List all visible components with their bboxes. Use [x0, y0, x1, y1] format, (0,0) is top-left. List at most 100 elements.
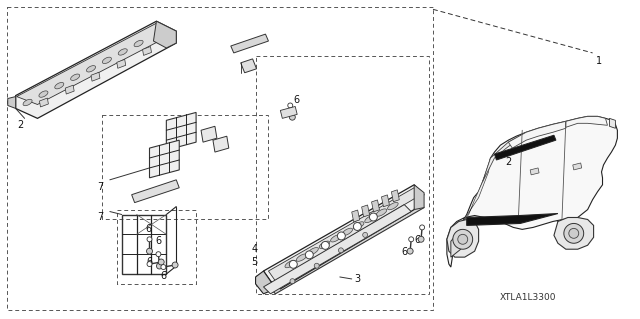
Circle shape — [156, 252, 161, 257]
Text: 2: 2 — [17, 120, 24, 130]
Polygon shape — [40, 98, 49, 107]
Polygon shape — [213, 136, 229, 152]
Circle shape — [353, 223, 362, 230]
Text: 3: 3 — [570, 226, 576, 236]
Ellipse shape — [319, 241, 330, 249]
Circle shape — [289, 260, 297, 268]
Bar — [255, 56, 429, 294]
Text: 6: 6 — [414, 235, 420, 245]
Polygon shape — [508, 121, 566, 148]
Text: 7: 7 — [97, 211, 103, 221]
Circle shape — [290, 279, 295, 284]
Text: 6: 6 — [156, 236, 161, 246]
Ellipse shape — [388, 203, 398, 210]
Polygon shape — [150, 140, 179, 178]
Ellipse shape — [353, 222, 364, 229]
Polygon shape — [166, 112, 196, 150]
Ellipse shape — [331, 235, 341, 242]
Circle shape — [418, 236, 424, 242]
Ellipse shape — [365, 215, 375, 223]
Polygon shape — [447, 219, 479, 257]
Circle shape — [409, 237, 413, 242]
Polygon shape — [392, 190, 399, 202]
Circle shape — [305, 251, 314, 259]
Ellipse shape — [70, 74, 79, 80]
Circle shape — [158, 259, 164, 265]
Polygon shape — [241, 59, 257, 73]
Polygon shape — [132, 180, 179, 203]
Circle shape — [369, 213, 378, 221]
Polygon shape — [268, 188, 421, 281]
Ellipse shape — [308, 248, 318, 255]
Circle shape — [420, 225, 424, 230]
Polygon shape — [352, 210, 360, 222]
Ellipse shape — [118, 49, 127, 55]
Circle shape — [161, 264, 166, 270]
Polygon shape — [91, 72, 100, 81]
Polygon shape — [264, 204, 411, 294]
Polygon shape — [451, 229, 461, 257]
Text: 7: 7 — [97, 182, 103, 192]
Circle shape — [147, 262, 152, 267]
Polygon shape — [201, 126, 217, 142]
Circle shape — [337, 232, 346, 240]
Text: 2: 2 — [505, 157, 511, 167]
Ellipse shape — [342, 228, 353, 235]
Circle shape — [458, 234, 468, 244]
Polygon shape — [116, 59, 125, 68]
Polygon shape — [264, 185, 424, 289]
Polygon shape — [143, 47, 152, 56]
Ellipse shape — [296, 254, 307, 261]
Circle shape — [339, 248, 344, 253]
Text: 5: 5 — [252, 257, 258, 267]
Text: 6: 6 — [160, 271, 166, 281]
Polygon shape — [447, 116, 618, 267]
Polygon shape — [8, 97, 15, 108]
Polygon shape — [231, 34, 268, 53]
Ellipse shape — [285, 260, 296, 268]
Circle shape — [569, 228, 579, 238]
Polygon shape — [414, 185, 424, 210]
Circle shape — [288, 103, 292, 108]
Polygon shape — [554, 218, 593, 249]
Bar — [116, 210, 196, 284]
Text: 6: 6 — [401, 247, 407, 257]
Text: XTLA1L3300: XTLA1L3300 — [500, 293, 556, 302]
Polygon shape — [573, 163, 582, 170]
Polygon shape — [65, 85, 74, 94]
Bar — [102, 115, 268, 219]
Ellipse shape — [134, 40, 143, 47]
Ellipse shape — [23, 99, 32, 106]
Polygon shape — [255, 271, 275, 294]
Circle shape — [321, 241, 330, 249]
Ellipse shape — [376, 209, 387, 216]
Ellipse shape — [86, 66, 95, 72]
Ellipse shape — [102, 57, 111, 63]
Circle shape — [407, 248, 413, 254]
Polygon shape — [154, 21, 176, 48]
Circle shape — [564, 223, 584, 243]
Polygon shape — [264, 195, 424, 294]
Text: 6: 6 — [145, 224, 152, 234]
Circle shape — [314, 263, 319, 268]
Polygon shape — [381, 195, 389, 207]
Polygon shape — [280, 107, 297, 118]
Ellipse shape — [39, 91, 48, 97]
Polygon shape — [530, 168, 539, 175]
Polygon shape — [15, 21, 176, 118]
Text: 6: 6 — [293, 95, 300, 106]
Circle shape — [363, 233, 367, 237]
Circle shape — [147, 248, 152, 254]
Circle shape — [157, 263, 163, 269]
Bar — [7, 7, 433, 310]
Text: 1: 1 — [596, 56, 602, 66]
Polygon shape — [566, 116, 607, 127]
Polygon shape — [495, 135, 556, 160]
Polygon shape — [467, 213, 558, 226]
Polygon shape — [483, 132, 526, 182]
Polygon shape — [461, 158, 490, 225]
Polygon shape — [609, 118, 616, 128]
Circle shape — [172, 262, 178, 268]
Polygon shape — [372, 200, 380, 212]
Text: 6: 6 — [147, 257, 152, 267]
